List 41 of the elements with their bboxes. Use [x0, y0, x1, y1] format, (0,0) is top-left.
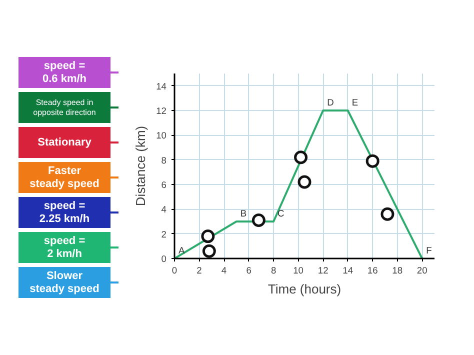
point	[202, 244, 216, 258]
y-tick-label: 12	[156, 106, 167, 116]
y-tick-label: 8	[161, 155, 167, 166]
y-tick-label: 6	[161, 180, 167, 190]
y-tick-label: 14	[156, 81, 167, 92]
x-tick-label: 8	[270, 266, 276, 276]
x-tick-label: 16	[367, 266, 378, 276]
point	[380, 207, 394, 221]
annotation: A	[178, 246, 186, 256]
x-axis-title: Time (hours)	[268, 282, 342, 296]
point	[366, 154, 380, 168]
text: Steady speed in opposite direction	[33, 98, 96, 117]
annotation: F	[426, 246, 432, 256]
x-tick-label: 6	[246, 266, 252, 276]
annotation: B	[240, 208, 247, 218]
x-tick-label: 0	[172, 266, 178, 276]
x-tick-label: 10	[293, 266, 304, 276]
x-tick-label: 4	[221, 266, 227, 276]
y-tick-label: 0	[161, 254, 167, 264]
point	[298, 175, 312, 189]
x-tick-label: 2	[196, 266, 202, 276]
y-tick-label: 4	[161, 204, 167, 215]
annotation: D	[327, 98, 334, 108]
text: Stationary	[38, 136, 92, 148]
annotation: C	[278, 208, 285, 218]
x-tick-label: 20	[416, 266, 428, 276]
point	[201, 230, 215, 244]
y-tick-label: 2	[161, 229, 167, 240]
x-tick-label: 18	[392, 266, 403, 276]
annotation: E	[352, 98, 358, 108]
text: Slower steady speed	[30, 270, 100, 295]
text: speed = 2.25 km/h	[39, 200, 90, 225]
y-tick-label: 10	[156, 130, 167, 141]
text: Faster steady speed	[30, 165, 100, 190]
point	[294, 150, 308, 164]
text: speed = 2 km/h	[44, 235, 86, 260]
point	[252, 214, 266, 228]
y-axis-title: Distance (km)	[133, 126, 148, 206]
text: speed = 0.6 km/h	[42, 60, 87, 85]
x-tick-label: 12	[318, 266, 328, 276]
x-tick-label: 14	[342, 266, 354, 276]
